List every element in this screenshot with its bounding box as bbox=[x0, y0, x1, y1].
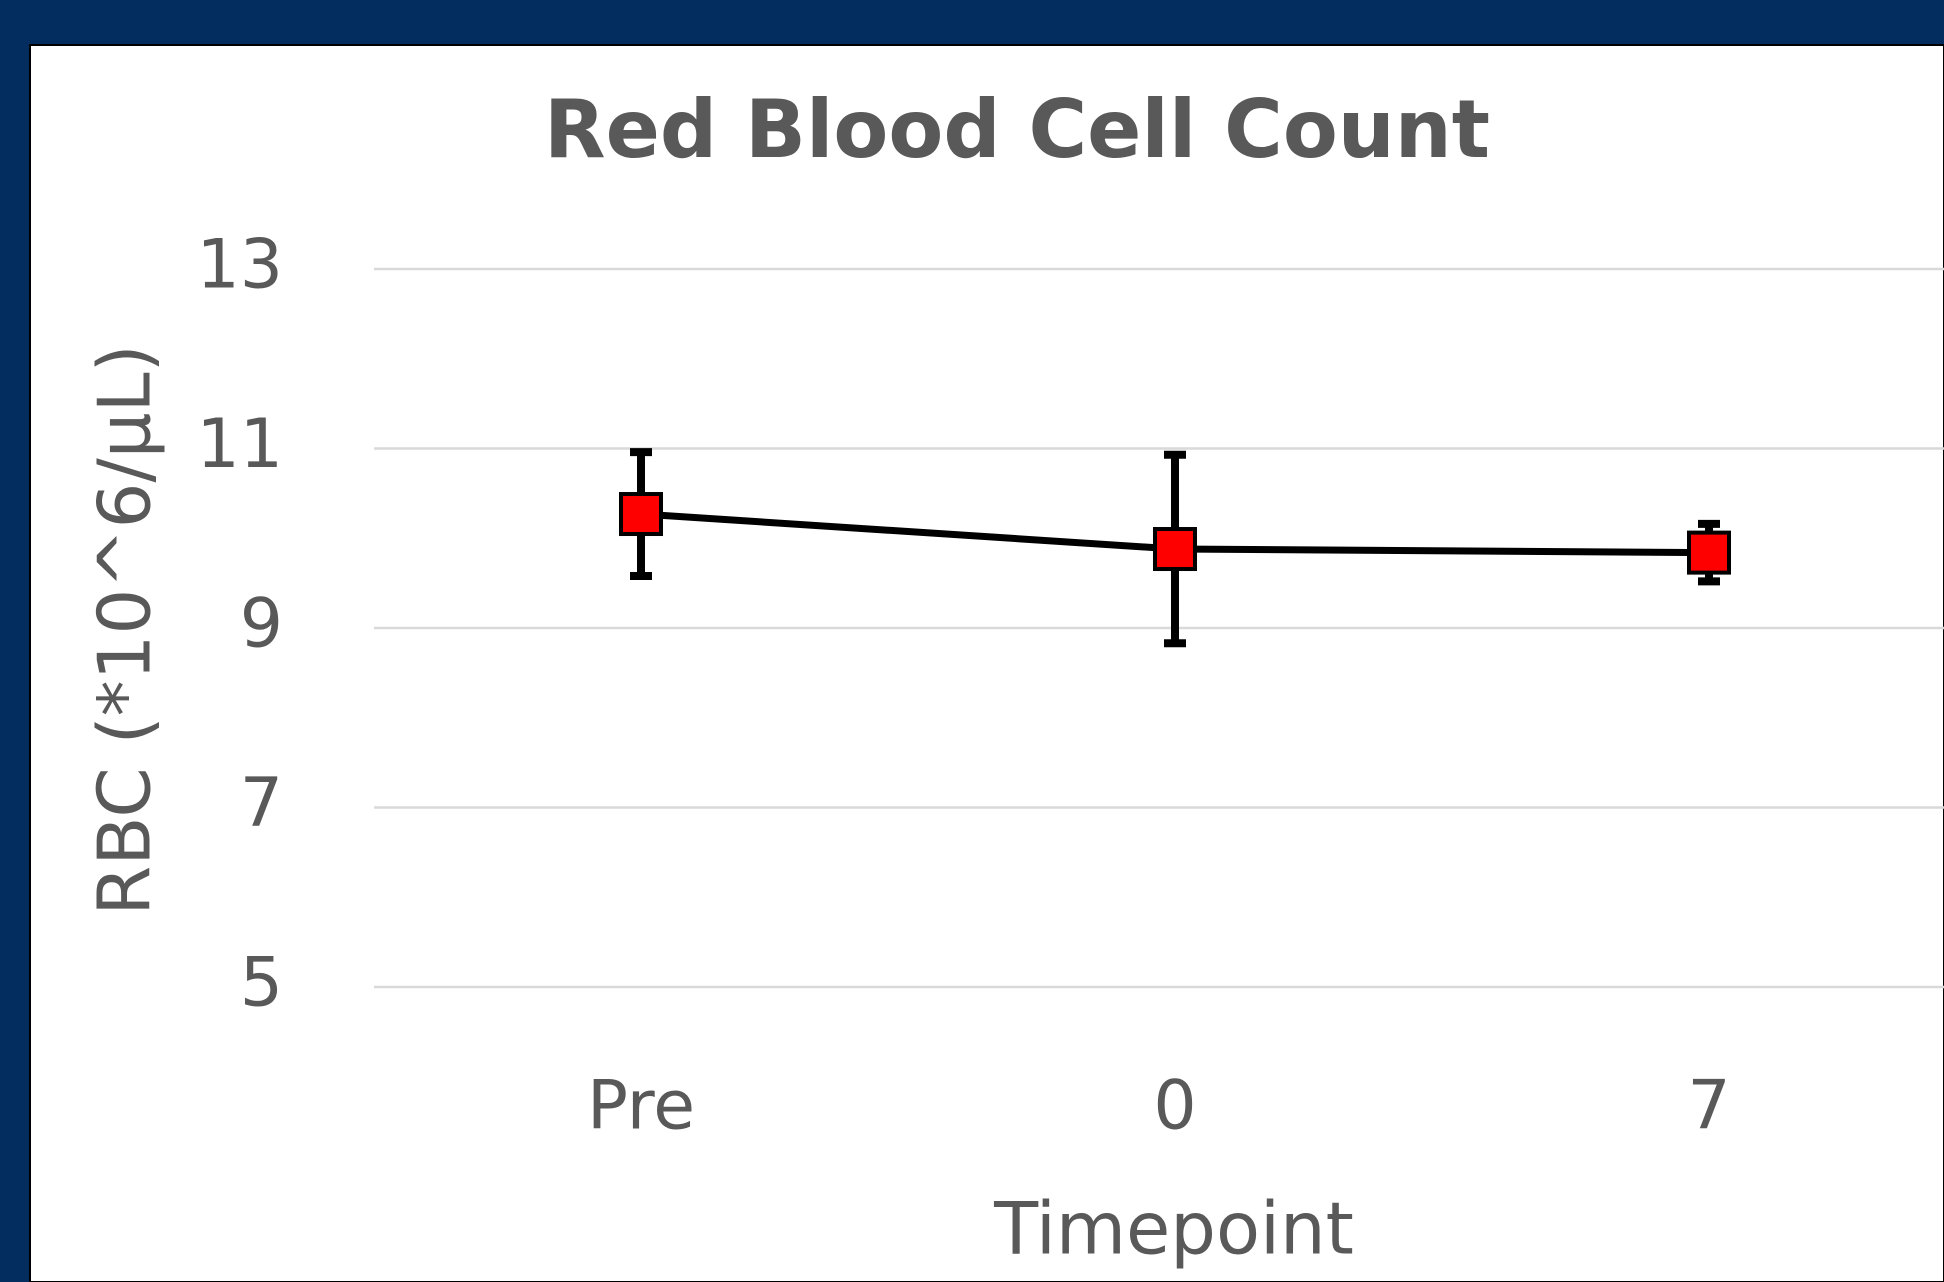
y-tick-label: 7 bbox=[240, 764, 283, 843]
chart-panel bbox=[29, 44, 1944, 1282]
y-tick-label: 5 bbox=[240, 944, 283, 1023]
x-tick-label: 7 bbox=[1687, 1067, 1730, 1146]
chart-title: Red Blood Cell Count bbox=[544, 83, 1490, 176]
y-tick-label: 11 bbox=[196, 405, 283, 484]
y-axis-title: RBC (*10^6/µL) bbox=[83, 344, 167, 915]
y-tick-label: 9 bbox=[240, 585, 283, 664]
marker bbox=[619, 492, 663, 537]
x-axis-title: Timepoint bbox=[993, 1187, 1354, 1271]
marker bbox=[1153, 527, 1197, 572]
marker bbox=[1687, 530, 1731, 575]
x-tick-label: 0 bbox=[1153, 1067, 1196, 1146]
y-tick-label: 13 bbox=[196, 226, 283, 305]
x-tick-label: Pre bbox=[587, 1067, 695, 1146]
